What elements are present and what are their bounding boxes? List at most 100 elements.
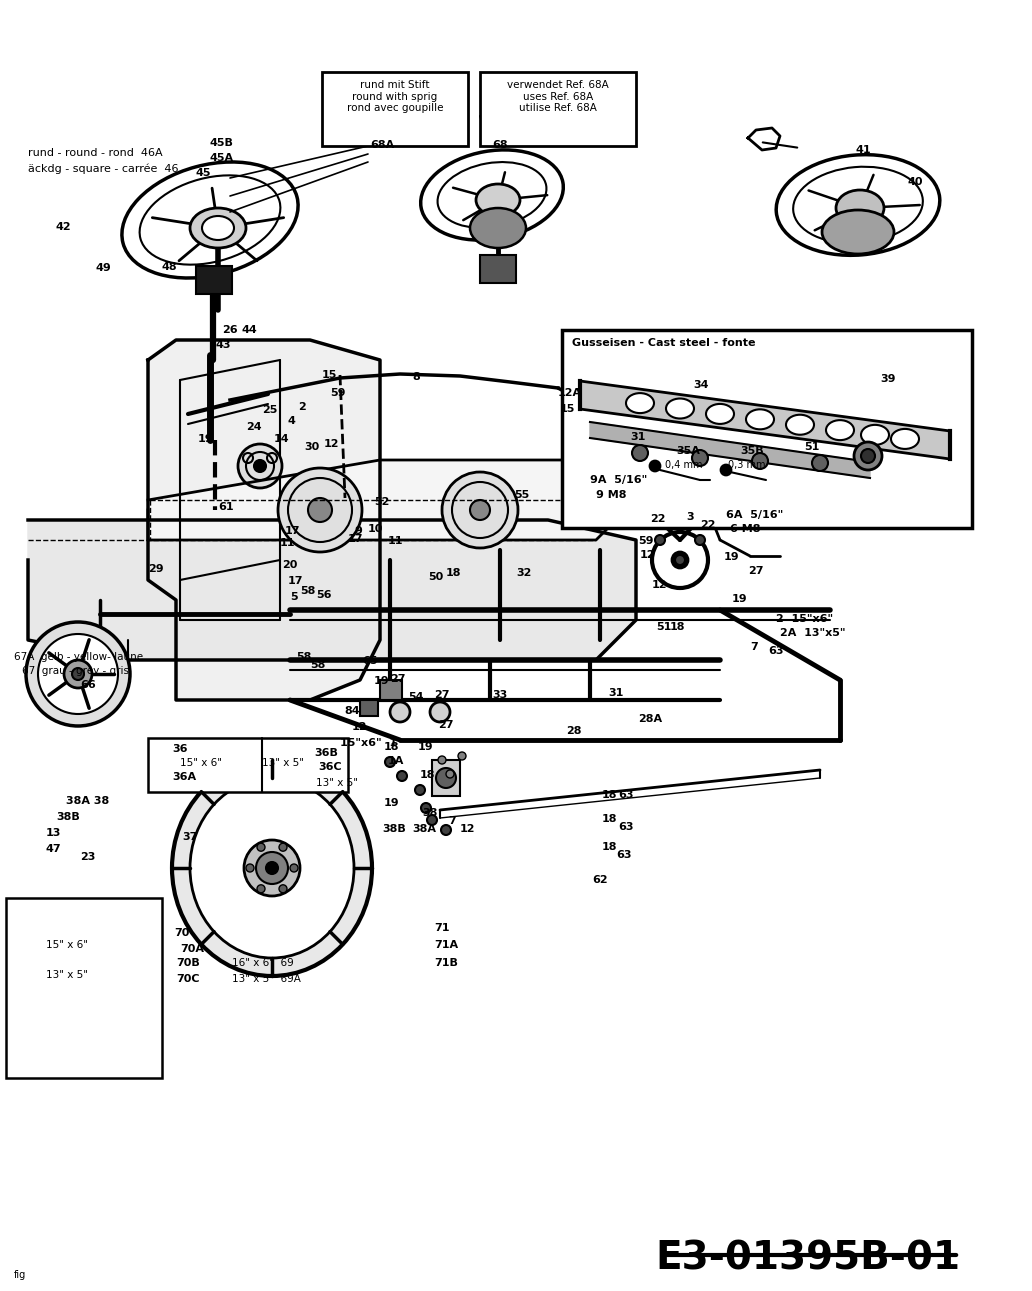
- Text: 38B: 38B: [382, 824, 406, 834]
- Ellipse shape: [438, 163, 547, 229]
- Text: 63: 63: [618, 790, 634, 800]
- Text: 71: 71: [434, 923, 450, 933]
- Circle shape: [257, 843, 265, 851]
- Text: 65: 65: [362, 656, 378, 666]
- Ellipse shape: [626, 392, 654, 413]
- Circle shape: [695, 534, 705, 545]
- Text: 63: 63: [618, 822, 634, 831]
- Circle shape: [670, 550, 690, 571]
- Text: 58: 58: [296, 652, 312, 662]
- Text: 52: 52: [374, 497, 389, 507]
- Text: 61: 61: [218, 502, 233, 513]
- Text: 38A: 38A: [412, 824, 436, 834]
- Text: 12: 12: [460, 824, 476, 834]
- Text: 27: 27: [434, 689, 450, 700]
- Text: 4: 4: [288, 416, 296, 426]
- Text: 15"x6"  1: 15"x6" 1: [340, 738, 397, 747]
- Circle shape: [290, 864, 298, 871]
- Text: 36C: 36C: [318, 762, 342, 772]
- Circle shape: [632, 445, 648, 461]
- Circle shape: [672, 553, 688, 568]
- Circle shape: [72, 667, 84, 680]
- Ellipse shape: [786, 414, 814, 435]
- Text: 58: 58: [310, 660, 325, 670]
- Text: 17: 17: [285, 525, 300, 536]
- Text: 13" x 5": 13" x 5": [316, 778, 358, 788]
- Text: 45B: 45B: [209, 138, 234, 148]
- Circle shape: [238, 444, 282, 488]
- Circle shape: [458, 751, 466, 760]
- Text: 36A: 36A: [172, 772, 196, 782]
- Text: 40: 40: [908, 177, 924, 187]
- Ellipse shape: [746, 409, 774, 430]
- Text: 59: 59: [638, 536, 653, 546]
- Text: 16" x 6"  69: 16" x 6" 69: [232, 958, 294, 968]
- Text: 31: 31: [630, 432, 645, 442]
- Circle shape: [703, 505, 713, 515]
- Text: 9A  5/16": 9A 5/16": [590, 475, 647, 485]
- Circle shape: [427, 815, 437, 825]
- Text: 48: 48: [162, 262, 178, 272]
- Text: 70B: 70B: [176, 958, 200, 968]
- Text: 38B: 38B: [56, 812, 79, 822]
- Text: 18: 18: [384, 742, 399, 751]
- Text: 12: 12: [640, 550, 655, 560]
- Polygon shape: [148, 460, 636, 540]
- Bar: [480, 72, 636, 146]
- Text: 27: 27: [390, 674, 406, 684]
- Text: 38A 38: 38A 38: [66, 797, 109, 806]
- Text: äckdg - square - carrée  46: äckdg - square - carrée 46: [28, 163, 179, 173]
- Circle shape: [675, 555, 685, 565]
- Polygon shape: [580, 381, 950, 460]
- Text: 22: 22: [650, 514, 666, 524]
- Text: 15: 15: [560, 404, 576, 414]
- Text: 18: 18: [602, 815, 617, 824]
- Text: 70: 70: [174, 928, 190, 939]
- Text: 63: 63: [768, 646, 783, 656]
- Text: 68A: 68A: [370, 139, 394, 150]
- Bar: [6, 899, 162, 1078]
- Circle shape: [279, 884, 287, 893]
- Text: 19: 19: [724, 553, 740, 562]
- Ellipse shape: [470, 208, 526, 248]
- Text: 56: 56: [316, 590, 331, 600]
- Text: 11: 11: [388, 536, 404, 546]
- Text: 44: 44: [241, 325, 258, 334]
- Text: 62: 62: [592, 875, 608, 886]
- Bar: [432, 760, 460, 797]
- Text: 8: 8: [412, 372, 420, 382]
- Text: 2  15"x6": 2 15"x6": [776, 615, 833, 624]
- Ellipse shape: [776, 155, 940, 256]
- Ellipse shape: [891, 429, 920, 449]
- Text: 7: 7: [750, 642, 757, 652]
- Polygon shape: [28, 520, 636, 660]
- Text: 33: 33: [492, 689, 508, 700]
- Ellipse shape: [861, 425, 889, 445]
- Circle shape: [26, 622, 130, 726]
- Text: 18: 18: [602, 790, 617, 800]
- Circle shape: [244, 840, 300, 896]
- Circle shape: [64, 660, 92, 688]
- Circle shape: [278, 469, 362, 553]
- Text: 18: 18: [670, 622, 685, 633]
- Text: 35A: 35A: [676, 445, 700, 456]
- Text: 47: 47: [46, 844, 62, 855]
- Bar: [562, 330, 972, 528]
- Text: 0,4 mm: 0,4 mm: [665, 460, 703, 470]
- Bar: [322, 72, 467, 146]
- Text: 20: 20: [282, 560, 297, 571]
- Text: 26: 26: [222, 325, 237, 334]
- Text: 43: 43: [215, 340, 230, 350]
- Text: 6 M8: 6 M8: [730, 524, 761, 534]
- Bar: [480, 256, 516, 283]
- Ellipse shape: [476, 185, 520, 216]
- Circle shape: [752, 453, 768, 469]
- Text: 22: 22: [700, 520, 715, 531]
- Text: 27: 27: [438, 720, 453, 729]
- Circle shape: [257, 884, 265, 893]
- Circle shape: [397, 771, 407, 781]
- Circle shape: [442, 473, 518, 547]
- Circle shape: [256, 852, 288, 884]
- Ellipse shape: [190, 208, 246, 248]
- Bar: [196, 266, 232, 294]
